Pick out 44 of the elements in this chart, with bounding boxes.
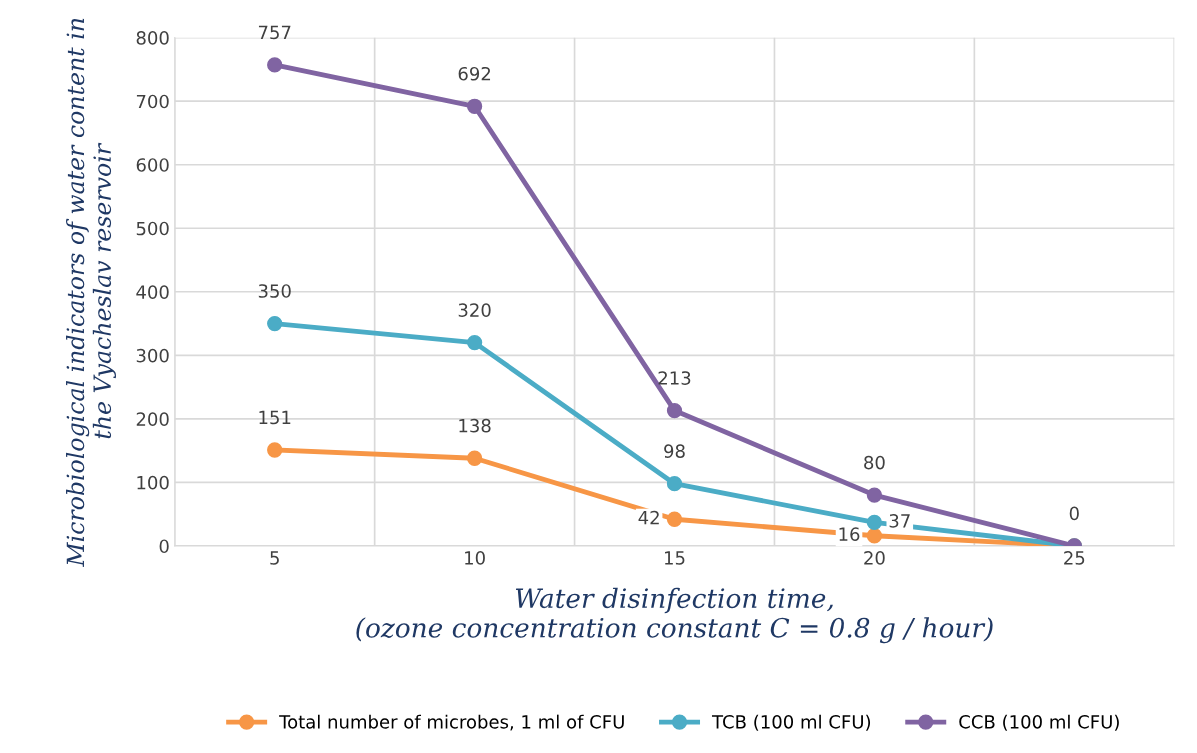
x-axis-title: Water disinfection time, (ozone concentration constant C = 0.8 g / hour) [356, 587, 993, 644]
data-label: 0 [1069, 506, 1079, 521]
data-label: 213 [658, 371, 691, 385]
x-tick-label: 20 [864, 551, 885, 565]
data-label: 37 [889, 514, 910, 528]
point [267, 57, 283, 73]
data-label: 757 [258, 25, 291, 40]
point [666, 511, 683, 527]
legend-label: TCB (100 ml CFU) [711, 714, 871, 731]
data-label: 350 [258, 284, 291, 298]
point [466, 98, 483, 114]
point [866, 528, 883, 544]
point [666, 476, 683, 492]
data-label: 320 [458, 303, 491, 317]
y-tick-label: 100 [137, 475, 169, 490]
y-tick-label: 400 [136, 285, 169, 299]
data-label: 98 [664, 444, 685, 458]
data-label: 42 [638, 510, 659, 525]
y-tick-label: 200 [136, 412, 169, 426]
data-label: 16 [839, 527, 860, 541]
y-tick-label: 700 [136, 94, 169, 109]
x-tick-label: 15 [665, 551, 685, 565]
x-tick-label: 25 [1064, 551, 1085, 565]
point [466, 334, 483, 351]
data-label: 80 [864, 455, 885, 470]
data-label: 138 [459, 418, 491, 433]
y-tick-label: 600 [136, 158, 169, 172]
x-tick-label: 10 [465, 551, 485, 565]
y-tick-label: 300 [136, 348, 169, 363]
point [866, 514, 883, 531]
y-tick-label: 800 [136, 31, 169, 45]
y-axis-title: Microbiological indicators of water content in the Vyacheslav reservoir [66, 18, 116, 567]
legend-label: CCB (100 ml CFU) [959, 714, 1119, 731]
legend-label: Total number of microbes, 1 ml of CFU [279, 714, 624, 731]
point [866, 487, 883, 503]
data-label: 151 [259, 410, 291, 425]
point [267, 315, 283, 332]
point [267, 442, 283, 458]
y-tick-label: 0 [159, 539, 169, 554]
y-tick-label: 500 [136, 221, 169, 236]
data-label: 692 [458, 66, 491, 81]
point [666, 402, 683, 419]
point [466, 450, 483, 466]
x-tick-label: 5 [270, 551, 279, 565]
